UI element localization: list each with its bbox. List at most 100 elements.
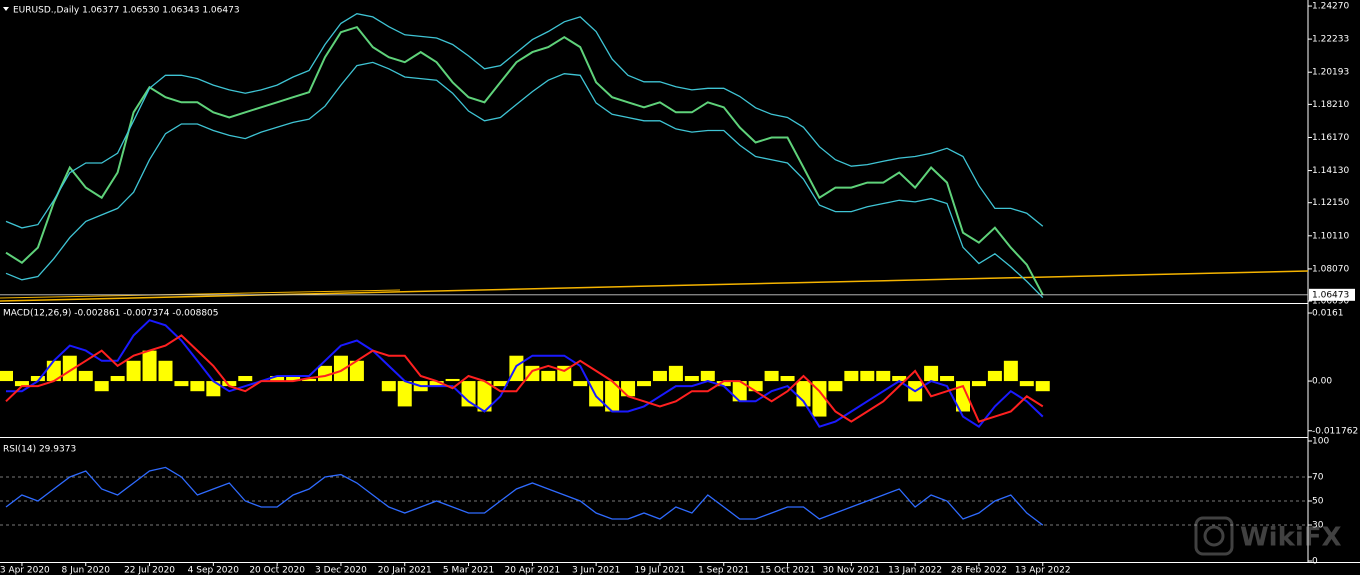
histogram-bar bbox=[333, 355, 348, 382]
watermark-icon bbox=[1194, 516, 1234, 556]
y-tick-label: 0.0161 bbox=[1312, 309, 1344, 319]
series-line bbox=[5, 466, 1044, 526]
histogram-bar bbox=[509, 355, 524, 382]
series-line bbox=[5, 61, 1044, 299]
y-tick-label: 70 bbox=[1312, 473, 1324, 483]
histogram-bar bbox=[381, 381, 396, 392]
y-tick-label: -0.011762 bbox=[1312, 426, 1358, 436]
histogram-bar bbox=[1035, 381, 1050, 392]
x-tick-label: 30 Nov 2021 bbox=[823, 566, 881, 575]
histogram-bar bbox=[780, 375, 795, 382]
watermark: WikiFX bbox=[1194, 516, 1342, 556]
y-tick-label: 50 bbox=[1312, 497, 1324, 507]
histogram-bar bbox=[716, 381, 731, 387]
x-tick-label: 8 Jun 2020 bbox=[62, 566, 111, 575]
histogram-bar bbox=[238, 375, 253, 382]
histogram-bar bbox=[940, 375, 955, 382]
x-tick-label: 20 Jan 2021 bbox=[378, 566, 432, 575]
histogram-bar bbox=[748, 381, 763, 392]
y-tick-label: 1.20193 bbox=[1312, 68, 1349, 78]
histogram-bar bbox=[461, 381, 476, 407]
y-tick-label: 1.18210 bbox=[1312, 100, 1349, 110]
histogram-bar bbox=[1003, 360, 1018, 382]
histogram-bar bbox=[286, 375, 301, 382]
histogram-bar bbox=[174, 381, 189, 387]
y-tick-label: 1.14130 bbox=[1312, 166, 1349, 176]
histogram-bar bbox=[222, 381, 237, 387]
y-tick-label: 0 bbox=[1312, 557, 1318, 567]
x-tick-label: 23 Apr 2020 bbox=[0, 566, 50, 575]
trend-line bbox=[0, 289, 401, 299]
x-tick-label: 3 Jun 2021 bbox=[572, 566, 620, 575]
histogram-bar bbox=[270, 375, 285, 382]
x-tick-label: 5 Mar 2021 bbox=[443, 566, 494, 575]
histogram-bar bbox=[110, 375, 125, 382]
histogram-bar bbox=[860, 370, 875, 382]
histogram-bar bbox=[812, 381, 827, 417]
x-tick-label: 15 Oct 2021 bbox=[760, 566, 816, 575]
x-tick-label: 4 Sep 2020 bbox=[188, 566, 240, 575]
histogram-bar bbox=[0, 370, 13, 382]
histogram-bar bbox=[764, 370, 779, 382]
y-tick-label: 0.00 bbox=[1312, 377, 1332, 387]
series-line bbox=[5, 25, 1044, 296]
histogram-bar bbox=[78, 370, 93, 382]
histogram-bar bbox=[302, 378, 317, 382]
histogram-bar bbox=[987, 370, 1002, 382]
histogram-bar bbox=[668, 365, 683, 382]
histogram-bar bbox=[126, 360, 141, 382]
y-tick-label: 1.22233 bbox=[1312, 35, 1349, 45]
histogram-bar bbox=[1019, 381, 1034, 387]
histogram-bar bbox=[700, 370, 715, 382]
y-tick-label: 1.08070 bbox=[1312, 264, 1349, 274]
y-tick-label: 100 bbox=[1312, 437, 1329, 447]
panel-title: MACD(12,26,9) -0.002861 -0.007374 -0.008… bbox=[3, 309, 219, 319]
y-tick-label: 1.06090 bbox=[1312, 297, 1349, 307]
histogram-bar bbox=[924, 365, 939, 382]
histogram-bar bbox=[158, 360, 173, 382]
y-tick-label: 1.24270 bbox=[1312, 2, 1349, 12]
y-tick-label: 30 bbox=[1312, 521, 1324, 531]
histogram-bar bbox=[796, 381, 811, 407]
x-tick-label: 3 Dec 2020 bbox=[315, 566, 367, 575]
histogram-bar bbox=[956, 381, 970, 412]
histogram-bar bbox=[349, 360, 364, 382]
series-line bbox=[5, 13, 1044, 229]
histogram-bar bbox=[621, 381, 636, 397]
x-tick-label: 1 Sep 2021 bbox=[698, 566, 749, 575]
x-tick-label: 28 Feb 2022 bbox=[951, 566, 1007, 575]
histogram-bar bbox=[30, 375, 45, 382]
histogram-bar bbox=[876, 370, 891, 382]
histogram-bar bbox=[652, 370, 667, 382]
last-price-box bbox=[1309, 288, 1355, 301]
histogram-bar bbox=[828, 381, 843, 392]
histogram-bar bbox=[732, 381, 747, 402]
trend-line bbox=[0, 270, 1309, 302]
y-tick-label: 1.12150 bbox=[1312, 198, 1349, 208]
histogram-bar bbox=[541, 370, 556, 382]
y-tick-label: 1.16170 bbox=[1312, 133, 1349, 143]
histogram-bar bbox=[397, 381, 412, 407]
menu-arrow[interactable] bbox=[3, 7, 9, 11]
histogram-bar bbox=[62, 355, 77, 382]
panel-title: RSI(14) 29.9373 bbox=[3, 445, 76, 455]
series-line bbox=[5, 334, 1044, 423]
x-tick-label: 13 Apr 2022 bbox=[1015, 566, 1071, 575]
x-tick-label: 20 Apr 2021 bbox=[505, 566, 561, 575]
histogram-bar bbox=[844, 370, 859, 382]
histogram-bar bbox=[892, 375, 907, 382]
histogram-bar bbox=[637, 381, 651, 387]
histogram-bar bbox=[971, 381, 986, 387]
histogram-bar bbox=[684, 375, 699, 382]
histogram-bar bbox=[445, 378, 460, 382]
histogram-bar bbox=[94, 381, 109, 392]
histogram-bar bbox=[142, 350, 157, 382]
histogram-bar bbox=[206, 381, 221, 397]
histogram-bar bbox=[589, 381, 604, 407]
x-tick-label: 22 Jul 2020 bbox=[124, 566, 175, 575]
x-tick-label: 19 Jul 2021 bbox=[634, 566, 685, 575]
histogram-bar bbox=[190, 381, 205, 392]
histogram-bar bbox=[14, 381, 29, 387]
y-tick-label: 1.10110 bbox=[1312, 231, 1349, 241]
